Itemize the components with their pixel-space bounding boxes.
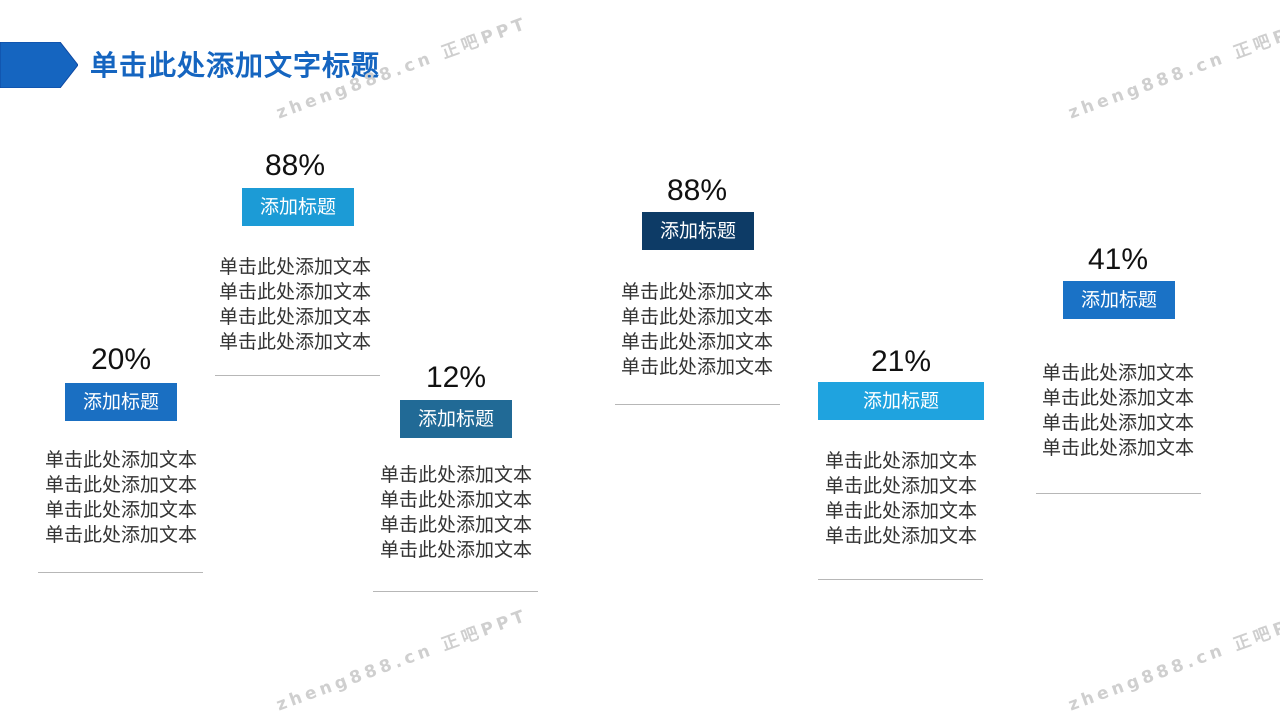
card-label-badge[interactable]: 添加标题 <box>400 400 512 438</box>
card-body-text[interactable]: 单击此处添加文本 单击此处添加文本 单击此处添加文本 单击此处添加文本 <box>1033 361 1203 461</box>
body-line: 单击此处添加文本 <box>379 539 532 561</box>
body-line: 单击此处添加文本 <box>1041 412 1194 434</box>
body-line: 单击此处添加文本 <box>824 525 977 547</box>
body-line: 单击此处添加文本 <box>824 475 977 497</box>
body-line: 单击此处添加文本 <box>218 331 371 353</box>
card-label-badge[interactable]: 添加标题 <box>242 188 354 226</box>
body-line: 单击此处添加文本 <box>620 331 773 353</box>
stat-card: 12% 添加标题 单击此处添加文本 单击此处添加文本 单击此处添加文本 单击此处… <box>371 360 541 596</box>
body-line: 单击此处添加文本 <box>44 449 197 471</box>
percent-value: 21% <box>870 345 932 378</box>
card-label-badge[interactable]: 添加标题 <box>642 212 754 250</box>
card-body-text[interactable]: 单击此处添加文本 单击此处添加文本 单击此处添加文本 单击此处添加文本 <box>371 463 541 563</box>
body-line: 单击此处添加文本 <box>1041 387 1194 409</box>
stat-card: 21% 添加标题 单击此处添加文本 单击此处添加文本 单击此处添加文本 单击此处… <box>816 344 986 584</box>
body-line: 单击此处添加文本 <box>824 500 977 522</box>
divider <box>1036 493 1201 494</box>
divider <box>373 591 538 592</box>
body-line: 单击此处添加文本 <box>218 281 371 303</box>
body-line: 单击此处添加文本 <box>44 524 197 546</box>
divider <box>615 404 780 405</box>
body-line: 单击此处添加文本 <box>620 281 773 303</box>
body-line: 单击此处添加文本 <box>1041 362 1194 384</box>
percent-value: 88% <box>666 174 728 207</box>
body-line: 单击此处添加文本 <box>218 306 371 328</box>
body-line: 单击此处添加文本 <box>379 464 532 486</box>
card-label-badge[interactable]: 添加标题 <box>65 383 177 421</box>
body-line: 单击此处添加文本 <box>379 514 532 536</box>
divider <box>818 579 983 580</box>
body-line: 单击此处添加文本 <box>1041 437 1194 459</box>
card-label-badge[interactable]: 添加标题 <box>818 382 984 420</box>
card-body-text[interactable]: 单击此处添加文本 单击此处添加文本 单击此处添加文本 单击此处添加文本 <box>816 449 986 549</box>
body-line: 单击此处添加文本 <box>620 306 773 328</box>
percent-value: 41% <box>1087 243 1149 276</box>
stat-card: 88% 添加标题 单击此处添加文本 单击此处添加文本 单击此处添加文本 单击此处… <box>612 173 782 408</box>
watermark: zheng888.cn 正吧PPT <box>1065 13 1280 124</box>
percent-value: 20% <box>90 343 152 376</box>
card-label-badge[interactable]: 添加标题 <box>1063 281 1175 319</box>
body-line: 单击此处添加文本 <box>620 356 773 378</box>
watermark: zheng888.cn 正吧PPT <box>273 605 531 716</box>
divider <box>38 572 203 573</box>
percent-value: 88% <box>264 149 326 182</box>
card-body-text[interactable]: 单击此处添加文本 单击此处添加文本 单击此处添加文本 单击此处添加文本 <box>210 255 380 355</box>
body-line: 单击此处添加文本 <box>44 499 197 521</box>
card-body-text[interactable]: 单击此处添加文本 单击此处添加文本 单击此处添加文本 单击此处添加文本 <box>612 280 782 380</box>
title-arrow-icon <box>0 42 78 88</box>
percent-value: 12% <box>425 361 487 394</box>
stat-card: 41% 添加标题 单击此处添加文本 单击此处添加文本 单击此处添加文本 单击此处… <box>1033 242 1203 498</box>
slide-title[interactable]: 单击此处添加文字标题 <box>90 49 381 82</box>
body-line: 单击此处添加文本 <box>379 489 532 511</box>
body-line: 单击此处添加文本 <box>824 450 977 472</box>
stat-card: 88% 添加标题 单击此处添加文本 单击此处添加文本 单击此处添加文本 单击此处… <box>210 148 380 378</box>
stat-card: 20% 添加标题 单击此处添加文本 单击此处添加文本 单击此处添加文本 单击此处… <box>36 342 206 577</box>
body-line: 单击此处添加文本 <box>218 256 371 278</box>
body-line: 单击此处添加文本 <box>44 474 197 496</box>
watermark: zheng888.cn 正吧PPT <box>1065 605 1280 716</box>
divider <box>215 375 380 376</box>
card-body-text[interactable]: 单击此处添加文本 单击此处添加文本 单击此处添加文本 单击此处添加文本 <box>36 448 206 548</box>
